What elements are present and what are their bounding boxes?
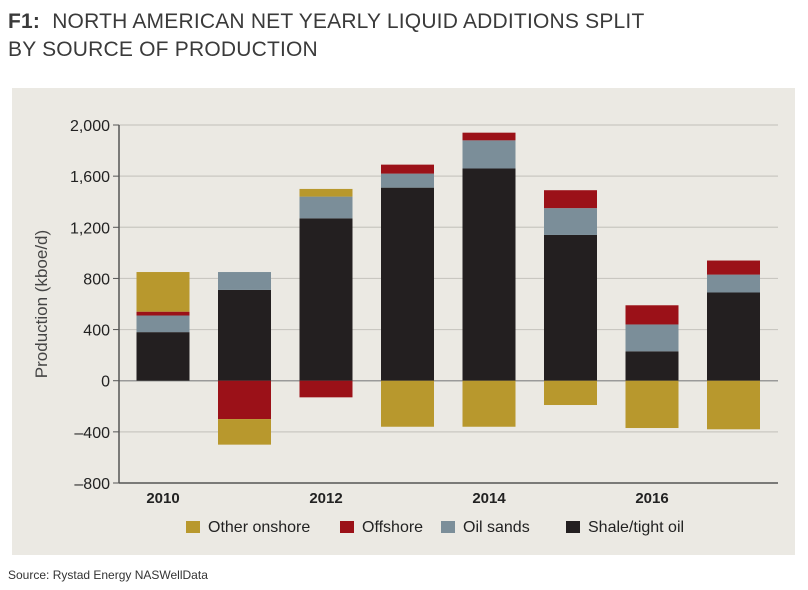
bar-offshore-2014 [462,132,516,141]
bar-shale-tight-oil-2011 [218,289,271,381]
x-tick-label: 2016 [635,490,668,507]
bar-offshore-2010 [136,311,190,316]
bar-oil-sands-2012 [299,196,353,219]
bar-shale-tight-oil-2010 [136,332,190,381]
y-tick-label: –800 [74,476,110,493]
y-tick-label: 1,600 [70,169,110,186]
bar-shale-tight-oil-2014 [462,168,516,381]
bar-shale-tight-oil-2016 [625,351,679,381]
y-axis-label: Production (kboe/d) [32,230,51,378]
bar-offshore-2016 [625,305,679,325]
x-tick-label: 2014 [472,490,506,507]
x-tick-label: 2010 [146,490,179,507]
title-line-2: BY SOURCE OF PRODUCTION [8,38,318,61]
legend-label: Shale/tight oil [588,519,684,536]
bar-oil-sands-2014 [462,140,516,169]
legend-label: Oil sands [463,519,530,536]
bar-offshore-2011 [218,380,271,420]
chart-title: F1: NORTH AMERICAN NET YEARLY LIQUID ADD… [8,8,645,64]
y-tick-label: 400 [83,323,110,340]
bar-offshore-2015 [544,190,597,209]
bar-oil-sands-2015 [544,208,597,235]
figure-label: F1: [8,10,41,33]
bar-oil-sands-2017 [707,274,760,293]
bar-other-onshore-2010 [136,272,190,312]
bar-offshore-2012 [299,380,353,398]
x-tick-label: 2012 [309,490,342,507]
bar-offshore-2013 [381,164,434,174]
y-tick-label: –400 [74,425,110,442]
bar-shale-tight-oil-2012 [299,218,353,381]
bar-other-onshore-2013 [381,380,434,427]
bar-other-onshore-2011 [218,419,271,445]
bar-oil-sands-2011 [218,272,271,290]
legend-label: Offshore [362,519,423,536]
bar-oil-sands-2016 [625,324,679,352]
legend-label: Other onshore [208,519,310,536]
bar-oil-sands-2013 [381,173,434,188]
title-line-1: NORTH AMERICAN NET YEARLY LIQUID ADDITIO… [52,10,645,33]
bar-shale-tight-oil-2015 [544,234,597,381]
legend-swatch [186,521,200,533]
legend-swatch [441,521,455,533]
bar-other-onshore-2015 [544,380,597,406]
bar-shale-tight-oil-2013 [381,187,434,381]
bar-other-onshore-2012 [299,188,353,197]
source-note: Source: Rystad Energy NASWellData [8,568,208,582]
bar-oil-sands-2010 [136,315,190,333]
y-tick-label: 1,200 [70,220,110,237]
y-tick-label: 0 [101,374,110,391]
legend-swatch [566,521,580,533]
y-tick-label: 2,000 [70,118,110,135]
bar-shale-tight-oil-2017 [707,292,760,381]
legend-swatch [340,521,354,533]
bar-other-onshore-2016 [625,380,679,429]
bar-other-onshore-2014 [462,380,516,427]
bar-other-onshore-2017 [707,380,760,430]
bar-offshore-2017 [707,260,760,275]
y-tick-label: 800 [83,271,110,288]
